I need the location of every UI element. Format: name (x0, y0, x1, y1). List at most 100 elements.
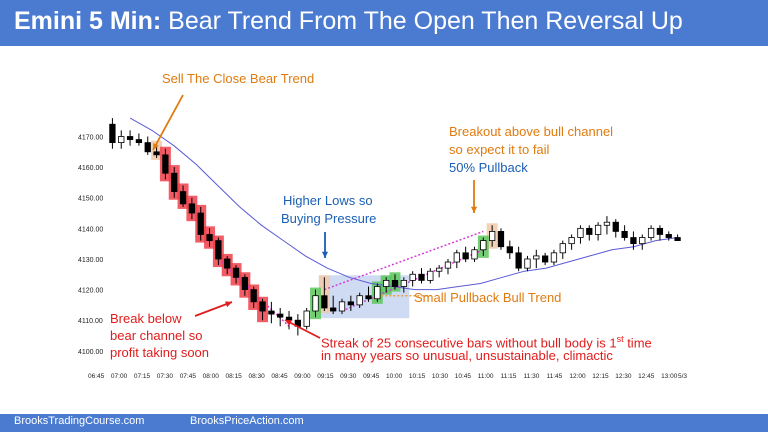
bear-candle (330, 307, 337, 312)
bear-candle (215, 240, 222, 260)
bear-candle (241, 276, 249, 290)
y-tick-label: 4130.00 (78, 257, 103, 264)
bear-candle (259, 301, 266, 312)
x-tick-label: 09:45 (363, 373, 380, 380)
bull-candle (444, 261, 452, 269)
bear-candle (418, 273, 425, 281)
bull-candle (453, 252, 460, 263)
annotation-break-below-line3: profit taking soon (110, 345, 210, 360)
bull-candle (338, 301, 346, 312)
annotation-higher-lows-line1: Higher Lows so (283, 193, 373, 208)
x-tick-label: 07:15 (134, 373, 151, 380)
y-tick-label: 4170.00 (78, 134, 103, 141)
x-tick-label: 12:15 (592, 373, 609, 380)
bull-candle (524, 258, 531, 269)
bull-candle (409, 273, 416, 281)
bear-candle (365, 295, 372, 300)
bear-candle (188, 203, 196, 214)
bear-candle (197, 212, 204, 235)
annotation-breakout-line2: so expect it to fail (449, 142, 550, 157)
annotation-sell-close: Sell The Close Bear Trend (162, 71, 315, 86)
x-tick-label: 11:30 (524, 373, 540, 380)
x-tick-label: 07:45 (180, 373, 197, 380)
y-tick-label: 4140.00 (78, 226, 103, 233)
bear-candle (268, 310, 275, 315)
arrow-streak-head (285, 320, 292, 326)
bear-candle (391, 279, 399, 287)
bull-candle (480, 240, 487, 251)
arrow-breakout-head (470, 206, 478, 213)
bull-candle (312, 295, 319, 312)
bear-candle (497, 231, 505, 248)
bear-candle (347, 301, 354, 306)
bear-candle (541, 255, 549, 263)
bull-candle (594, 224, 602, 235)
bear-candle (144, 142, 151, 153)
x-tick-label: 09:00 (294, 373, 311, 380)
x-tick-label: 09:30 (340, 373, 357, 380)
bear-candle (109, 123, 116, 144)
bull-candle (577, 227, 584, 238)
bull-candle (356, 295, 363, 306)
bull-channel-upper (324, 230, 484, 291)
bear-candle (285, 316, 293, 321)
title-rest: Bear Trend From The Open Then Reversal U… (161, 7, 683, 35)
bull-candle (568, 237, 575, 245)
bear-candle (153, 151, 160, 156)
bear-candle (224, 258, 231, 269)
bull-candle (374, 286, 381, 300)
page-title: Emini 5 Min: Bear Trend From The Open Th… (14, 7, 683, 36)
bull-candle (647, 227, 655, 238)
bull-candle (639, 237, 646, 245)
x-tick-label: 12:00 (569, 373, 586, 380)
bear-candle (126, 136, 134, 140)
bull-candle (400, 279, 407, 287)
bear-candle (277, 313, 284, 318)
annotation-break-below-line2: bear channel so (110, 328, 203, 343)
x-tick-label: 11:15 (501, 373, 517, 380)
bear-candle (612, 221, 619, 232)
bear-candle (171, 172, 178, 193)
bear-candle (232, 267, 240, 278)
bull-candle (427, 270, 434, 281)
bull-candle (550, 252, 558, 263)
annotation-small-pullback: Small Pullback Bull Trend (414, 290, 562, 305)
bear-candle (621, 231, 628, 238)
x-tick-label: 12:45 (638, 373, 655, 380)
x-tick-label: 08:15 (226, 373, 243, 380)
bull-candle (118, 136, 125, 144)
footer-link-left[interactable]: BrooksTradingCourse.com (14, 415, 145, 427)
bear-candle (135, 139, 143, 144)
bull-candle (603, 221, 611, 226)
arrow-break-below-head (225, 301, 232, 308)
x-tick-label: 13:00 (661, 373, 678, 380)
streak-text-a: Streak of 25 consecutive bars without bu… (321, 335, 617, 351)
x-tick-label: 09:15 (317, 373, 334, 380)
bear-candle (665, 234, 672, 238)
x-tick-label: 08:45 (271, 373, 288, 380)
bear-candle (515, 252, 522, 269)
x-tick-label: 10:15 (409, 373, 426, 380)
annotation-streak-line2: in many years so unusual, unsustainable,… (321, 348, 613, 363)
x-tick-label: 10:30 (432, 373, 449, 380)
annotation-break-below-line1: Break below (110, 311, 182, 326)
bear-candle (656, 227, 664, 235)
footer-link-right[interactable]: BrooksPriceAction.com (190, 415, 304, 427)
annotation-streak-line1: Streak of 25 consecutive bars without bu… (321, 330, 652, 352)
x-tick-label: 5/3 (678, 373, 687, 380)
x-tick-label: 08:00 (203, 373, 220, 380)
annotation-higher-lows-line2: Buying Pressure (281, 211, 377, 226)
arrow-break-below (194, 301, 233, 317)
x-tick-label: 12:30 (615, 373, 632, 380)
bull-candle (533, 255, 540, 260)
arrow-sell-close (152, 94, 184, 151)
bear-candle (506, 246, 513, 254)
bear-candle (586, 227, 593, 235)
x-tick-label: 11:45 (546, 373, 562, 380)
y-tick-label: 4160.00 (78, 165, 103, 172)
annotation-pullback-50: 50% Pullback (449, 160, 528, 175)
bear-candle (162, 154, 169, 174)
bear-candle (206, 234, 213, 241)
bull-candle (489, 231, 496, 241)
